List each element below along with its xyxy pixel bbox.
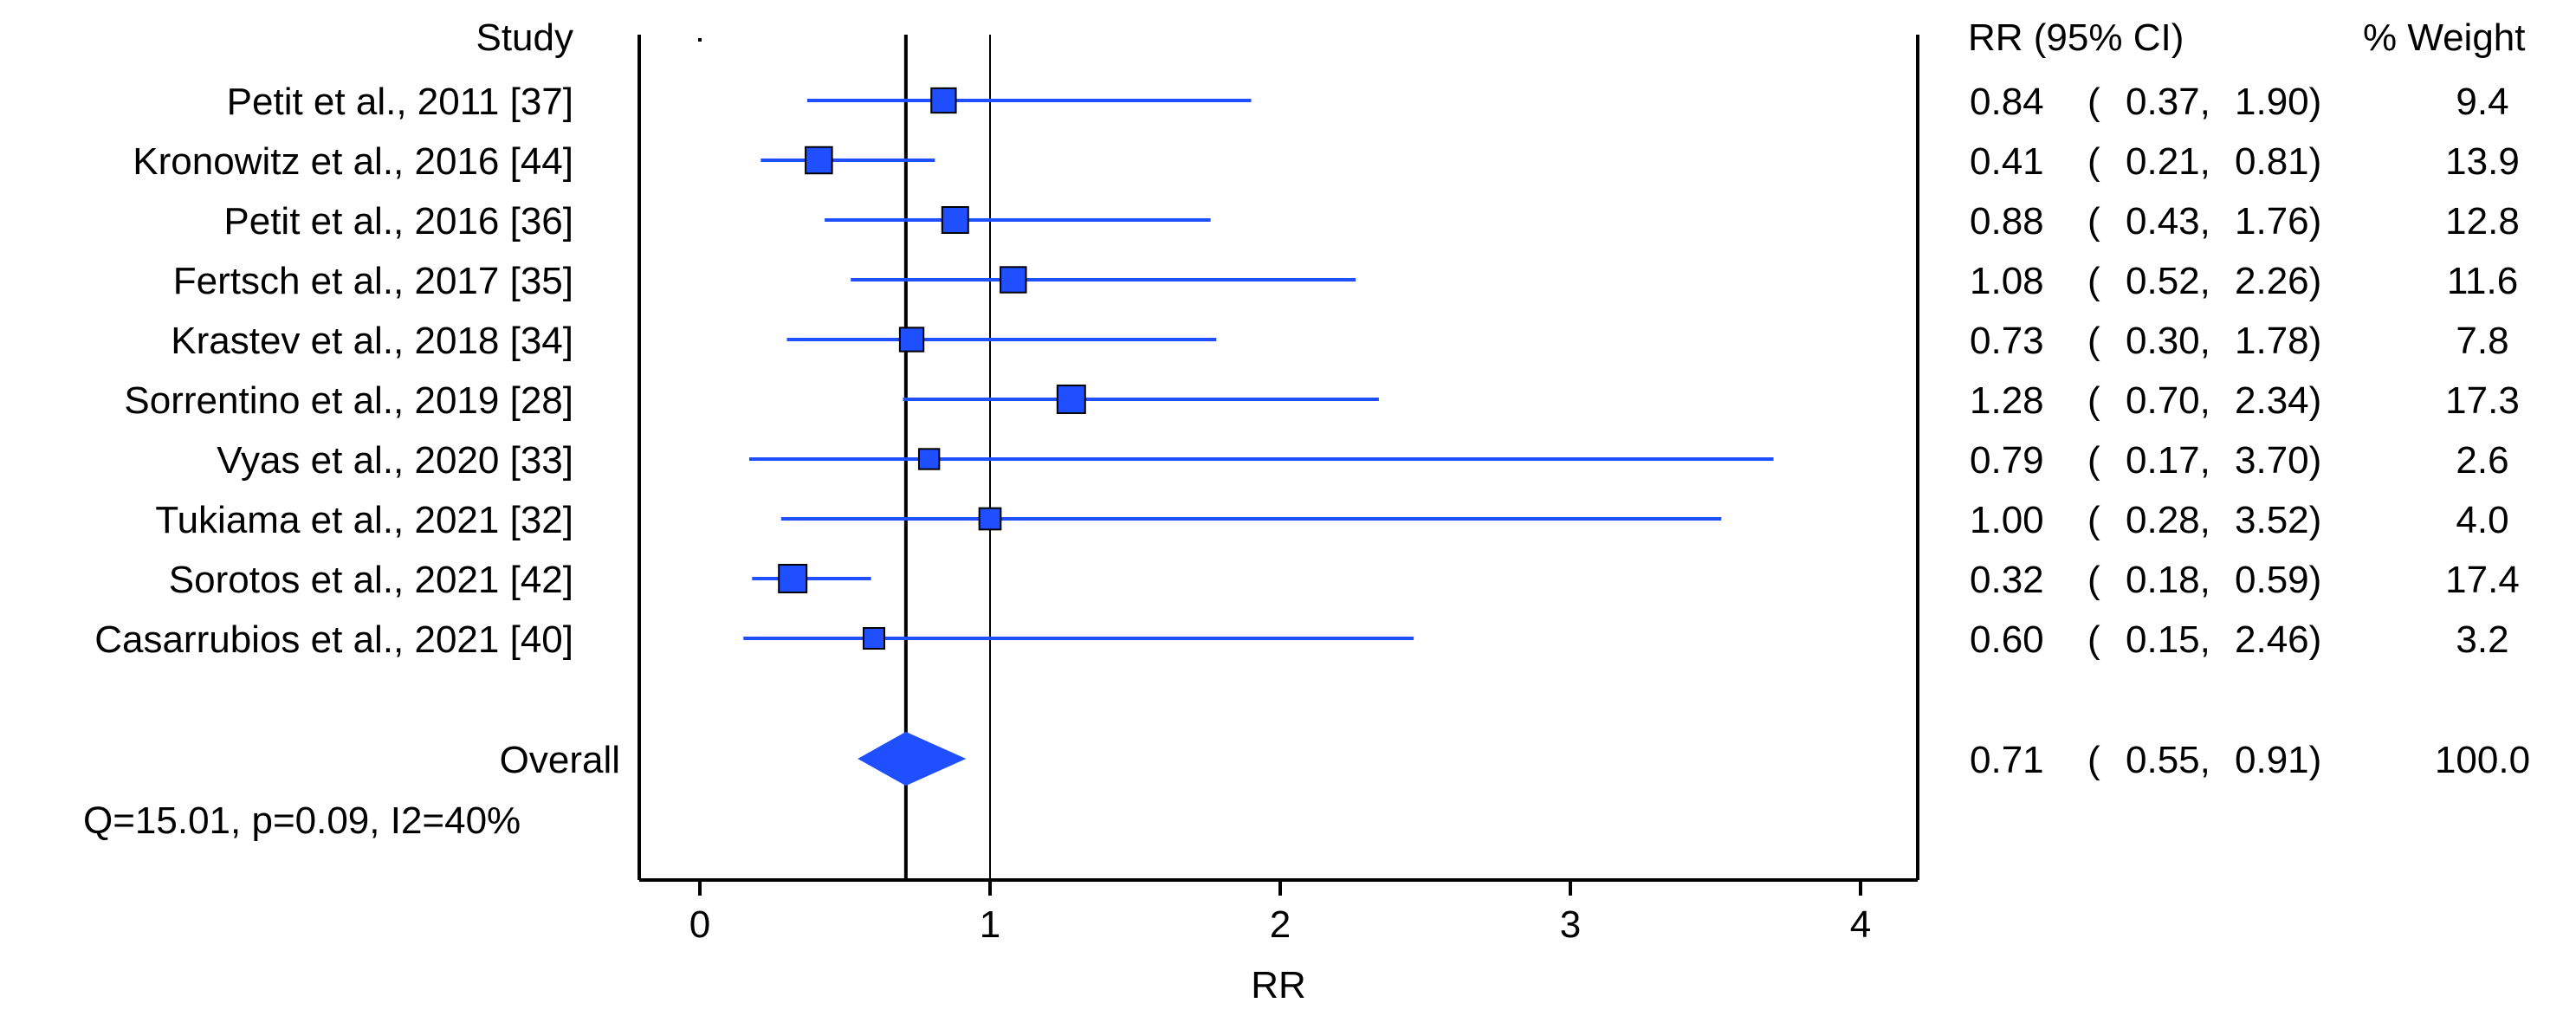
study-ci-high: 0.81) bbox=[2235, 140, 2321, 183]
study-weight: 11.6 bbox=[2447, 260, 2518, 302]
study-rr-value: 1.00 bbox=[1970, 499, 2044, 541]
study-rr-value: 0.32 bbox=[1970, 559, 2044, 601]
x-axis-title: RR bbox=[1251, 964, 1306, 1006]
study-rr-value: 0.84 bbox=[1970, 81, 2044, 123]
study-name: Sorotos et al., 2021 [42] bbox=[169, 559, 573, 601]
overall-ci-high: 0.91) bbox=[2235, 739, 2321, 781]
study-point-estimate bbox=[930, 87, 957, 114]
study-ci-paren: ( bbox=[2087, 260, 2100, 302]
study-ci-high: 3.52) bbox=[2235, 499, 2321, 541]
study-ci-high: 2.34) bbox=[2235, 379, 2321, 422]
weight-column-header: % Weight bbox=[2363, 16, 2526, 59]
study-ci-high: 1.90) bbox=[2235, 81, 2321, 123]
origin-dot bbox=[698, 38, 702, 42]
study-weight: 4.0 bbox=[2456, 499, 2508, 541]
study-weight: 3.2 bbox=[2456, 618, 2508, 661]
x-tick-label: 2 bbox=[1270, 903, 1291, 946]
x-axis-ticks: 0 1 2 3 4 bbox=[689, 880, 1871, 946]
study-weight: 17.3 bbox=[2445, 379, 2520, 422]
rr-ci-column-header: RR (95% CI) bbox=[1968, 16, 2184, 59]
study-rr-value: 0.60 bbox=[1970, 618, 2044, 661]
study-ci-low: 0.21, bbox=[2126, 140, 2210, 183]
study-rr-value: 0.41 bbox=[1970, 140, 2044, 183]
x-tick-label: 1 bbox=[980, 903, 1000, 946]
study-ci-low: 0.15, bbox=[2126, 618, 2210, 661]
study-ci-low: 0.37, bbox=[2126, 81, 2210, 123]
study-ci-paren: ( bbox=[2087, 618, 2100, 661]
study-ci-paren: ( bbox=[2087, 439, 2100, 482]
study-ci-paren: ( bbox=[2087, 81, 2100, 123]
study-ci-high: 2.46) bbox=[2235, 618, 2321, 661]
study-point-estimate bbox=[978, 507, 1002, 531]
study-ci-low: 0.17, bbox=[2126, 439, 2210, 482]
overall-ci-low: 0.55, bbox=[2126, 739, 2210, 781]
study-ci-low: 0.70, bbox=[2126, 379, 2210, 422]
study-name: Petit et al., 2011 [37] bbox=[227, 81, 573, 123]
heterogeneity-stats: Q=15.01, p=0.09, I2=40% bbox=[83, 799, 521, 842]
study-point-estimate bbox=[805, 146, 833, 175]
study-ci-paren: ( bbox=[2087, 320, 2100, 362]
study-point-estimate bbox=[1000, 266, 1027, 294]
study-ci-paren: ( bbox=[2087, 140, 2100, 183]
study-ci-paren: ( bbox=[2087, 379, 2100, 422]
x-tick-label: 4 bbox=[1850, 903, 1871, 946]
study-rr-value: 0.79 bbox=[1970, 439, 2044, 482]
study-rr-value: 1.08 bbox=[1970, 260, 2044, 302]
study-ci-high: 2.26) bbox=[2235, 260, 2321, 302]
study-ci-low: 0.28, bbox=[2126, 499, 2210, 541]
study-column-header: Study bbox=[476, 16, 573, 59]
study-name: Sorrentino et al., 2019 [28] bbox=[124, 379, 573, 422]
study-weight: 9.4 bbox=[2456, 81, 2508, 123]
study-rows: Petit et al., 2011 [37] 0.84 (0.37, 1.90) 9.… bbox=[94, 81, 2520, 661]
study-weight: 7.8 bbox=[2456, 320, 2508, 362]
study-ci-low: 0.43, bbox=[2126, 200, 2210, 243]
study-point-estimate bbox=[778, 564, 808, 593]
study-name: Vyas et al., 2020 [33] bbox=[217, 439, 573, 482]
overall-label: Overall bbox=[500, 739, 620, 781]
overall-rr: 0.71 bbox=[1970, 739, 2044, 781]
study-ci-high: 0.59) bbox=[2235, 559, 2321, 601]
study-ci-low: 0.30, bbox=[2126, 320, 2210, 362]
study-ci-low: 0.52, bbox=[2126, 260, 2210, 302]
study-weight: 12.8 bbox=[2445, 200, 2520, 243]
study-rr-value: 0.88 bbox=[1970, 200, 2044, 243]
study-name: Tukiama et al., 2021 [32] bbox=[155, 499, 573, 541]
study-ci-low: 0.18, bbox=[2126, 559, 2210, 601]
study-point-estimate bbox=[1056, 385, 1086, 414]
study-ci-high: 1.78) bbox=[2235, 320, 2321, 362]
study-point-estimate bbox=[862, 626, 886, 650]
study-weight: 17.4 bbox=[2445, 559, 2520, 601]
overall-weight: 100.0 bbox=[2435, 739, 2530, 781]
study-name: Fertsch et al., 2017 [35] bbox=[173, 260, 573, 302]
study-rr-value: 1.28 bbox=[1970, 379, 2044, 422]
study-ci-high: 1.76) bbox=[2235, 200, 2321, 243]
study-ci-high: 3.70) bbox=[2235, 439, 2321, 482]
study-ci-paren: ( bbox=[2087, 559, 2100, 601]
study-point-estimate bbox=[917, 448, 941, 470]
study-weight: 2.6 bbox=[2456, 439, 2508, 482]
study-name: Krastev et al., 2018 [34] bbox=[171, 320, 573, 362]
study-ci-paren: ( bbox=[2087, 200, 2100, 243]
study-point-estimate bbox=[941, 205, 969, 235]
overall-ci-paren: ( bbox=[2087, 739, 2100, 781]
x-tick-label: 3 bbox=[1560, 903, 1581, 946]
study-name: Petit et al., 2016 [36] bbox=[223, 200, 573, 243]
study-weight: 13.9 bbox=[2445, 140, 2520, 183]
study-name: Casarrubios et al., 2021 [40] bbox=[94, 618, 573, 661]
study-point-estimate bbox=[898, 327, 925, 353]
x-tick-label: 0 bbox=[689, 903, 710, 946]
study-ci-paren: ( bbox=[2087, 499, 2100, 541]
overall-diamond bbox=[858, 731, 967, 786]
study-name: Kronowitz et al., 2016 [44] bbox=[133, 140, 573, 183]
study-rr-value: 0.73 bbox=[1970, 320, 2044, 362]
